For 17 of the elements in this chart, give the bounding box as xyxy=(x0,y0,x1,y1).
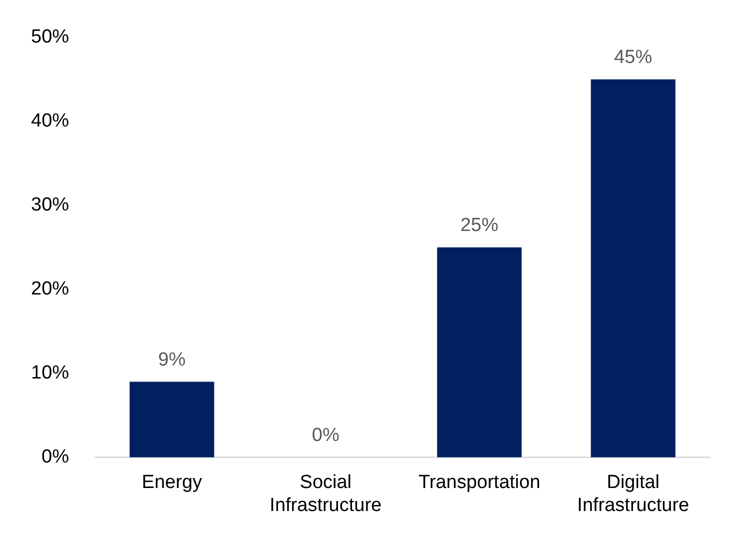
x-tick-label: Transportation xyxy=(418,472,540,494)
x-tick-label: Social Infrastructure xyxy=(270,472,382,516)
data-label: 0% xyxy=(312,425,340,446)
bar xyxy=(590,79,676,458)
y-tick-label: 40% xyxy=(30,110,70,132)
y-tick-label: 30% xyxy=(30,194,70,216)
x-tick-label: Digital Infrastructure xyxy=(577,472,690,516)
data-label: 25% xyxy=(460,215,499,236)
data-label: 45% xyxy=(614,47,652,68)
bar xyxy=(437,247,522,458)
y-tick-label: 20% xyxy=(30,278,70,300)
y-tick-label: 0% xyxy=(42,446,70,468)
x-tick-label: Energy xyxy=(142,472,202,494)
bar xyxy=(130,382,214,458)
data-label: 9% xyxy=(158,350,186,371)
y-tick-label: 10% xyxy=(30,362,70,384)
y-tick-label: 50% xyxy=(30,26,70,48)
